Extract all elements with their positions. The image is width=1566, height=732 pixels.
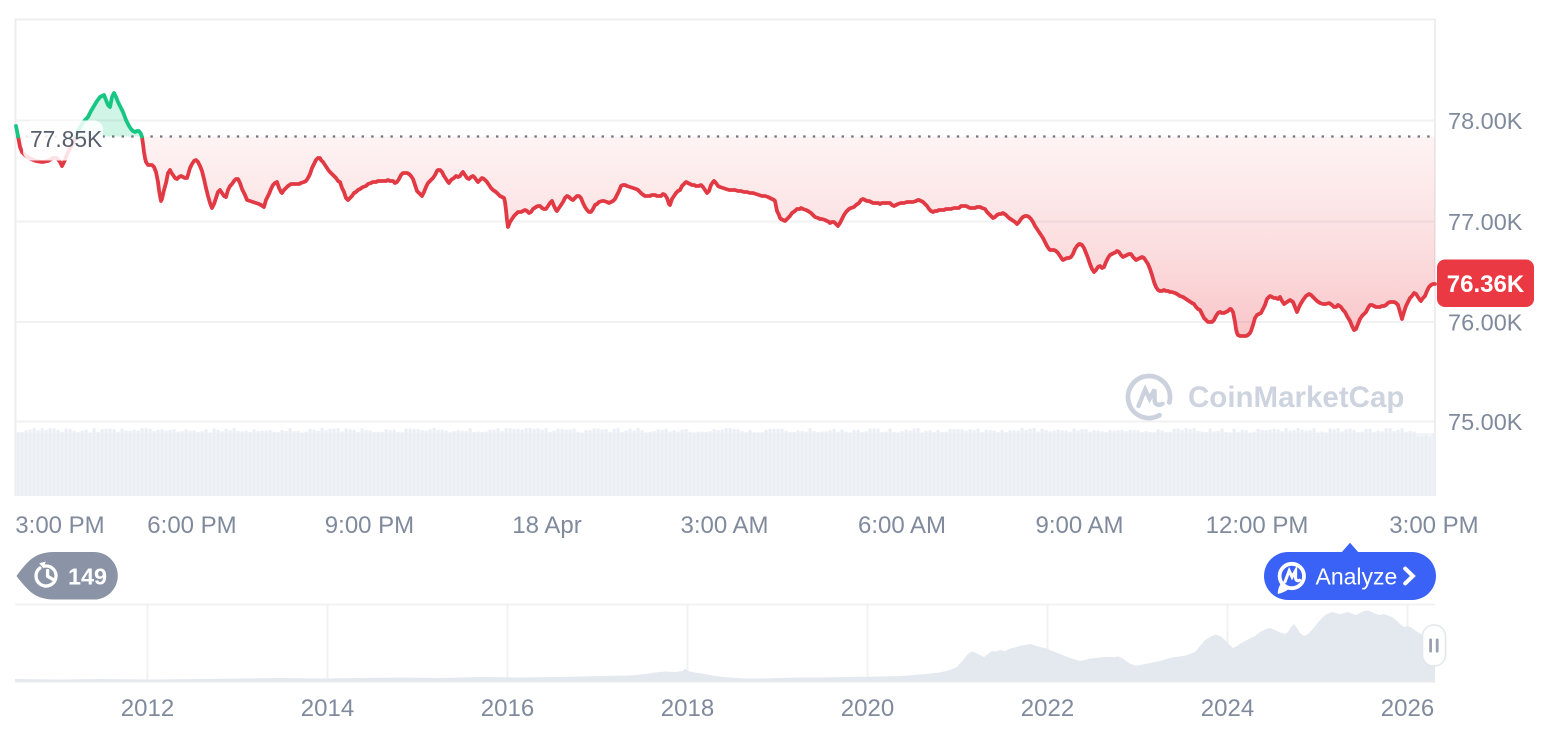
svg-text:78.00K: 78.00K [1448, 108, 1523, 134]
svg-text:3:00 AM: 3:00 AM [680, 512, 768, 539]
svg-text:76.00K: 76.00K [1448, 310, 1523, 336]
svg-text:2022: 2022 [1021, 695, 1074, 722]
svg-text:2014: 2014 [301, 695, 354, 722]
svg-text:18 Apr: 18 Apr [512, 512, 581, 539]
svg-text:77.00K: 77.00K [1448, 209, 1523, 235]
svg-text:12:00 PM: 12:00 PM [1206, 512, 1309, 539]
svg-text:6:00 AM: 6:00 AM [858, 512, 946, 539]
svg-text:77.85K: 77.85K [30, 126, 102, 152]
svg-text:2016: 2016 [481, 695, 534, 722]
svg-text:3:00 PM: 3:00 PM [1389, 512, 1478, 539]
svg-text:2012: 2012 [121, 695, 174, 722]
svg-text:9:00 PM: 9:00 PM [325, 512, 414, 539]
svg-text:2026: 2026 [1381, 695, 1434, 722]
svg-text:9:00 AM: 9:00 AM [1035, 512, 1123, 539]
svg-text:149: 149 [68, 564, 107, 590]
svg-text:2020: 2020 [841, 695, 894, 722]
svg-text:6:00 PM: 6:00 PM [147, 512, 236, 539]
svg-text:CoinMarketCap: CoinMarketCap [1188, 381, 1404, 414]
svg-text:3:00 PM: 3:00 PM [15, 512, 104, 539]
svg-text:Analyze: Analyze [1316, 564, 1398, 590]
svg-text:75.00K: 75.00K [1448, 409, 1523, 435]
svg-text:2018: 2018 [661, 695, 714, 722]
svg-text:76.36K: 76.36K [1447, 271, 1525, 298]
svg-text:2024: 2024 [1201, 695, 1254, 722]
